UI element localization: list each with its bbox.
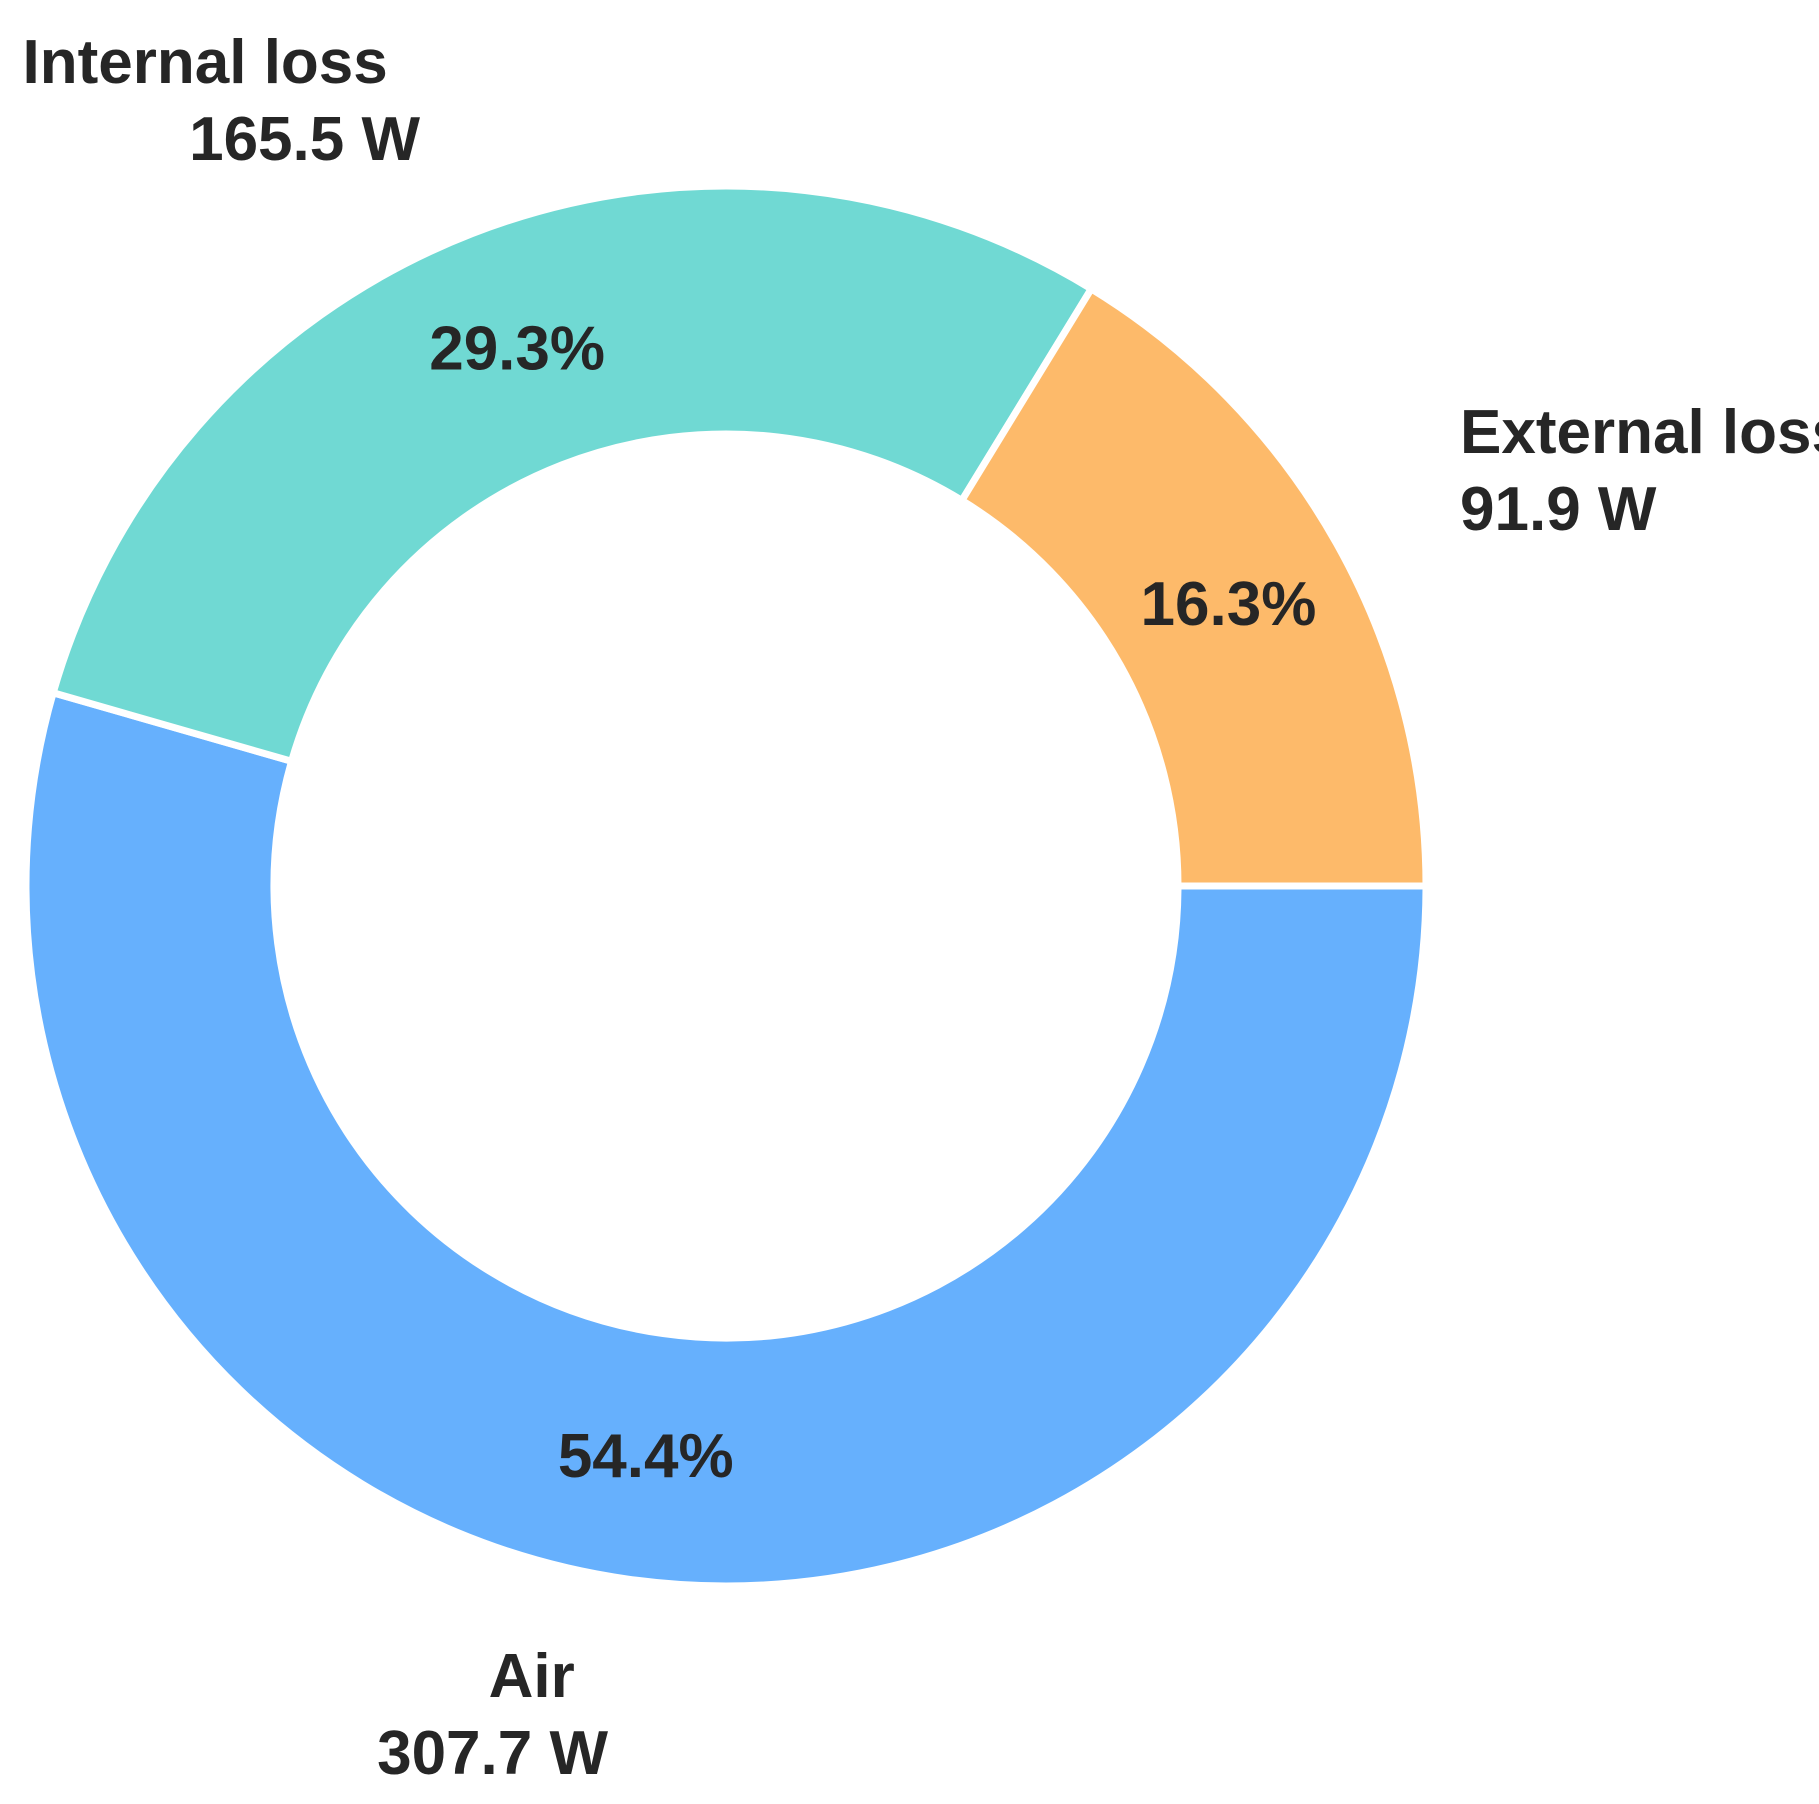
label-external-loss: External loss 91.9 W [1460,398,1819,544]
label-internal-loss-value: 165.5 W [189,105,420,174]
slice-internal-loss [48,182,1097,766]
label-air-value: 307.7 W [377,1719,608,1788]
label-internal-loss: Internal loss 165.5 W [23,28,421,174]
label-internal-loss-name: Internal loss [23,28,388,97]
label-air: Air 307.7 W [377,1642,608,1788]
label-external-loss-name: External loss [1460,398,1819,467]
percent-label-external-loss: 16.3% [1141,570,1317,639]
percent-labels: 54.4% 29.3% 16.3% [429,315,1316,1491]
label-external-loss-value: 91.9 W [1460,475,1657,544]
donut-slices [22,182,1430,1590]
slice-air [22,688,1430,1590]
percent-label-air: 54.4% [558,1422,734,1491]
percent-label-internal-loss: 29.3% [429,315,605,384]
slice-external-loss [957,284,1430,890]
label-air-name: Air [489,1642,575,1711]
